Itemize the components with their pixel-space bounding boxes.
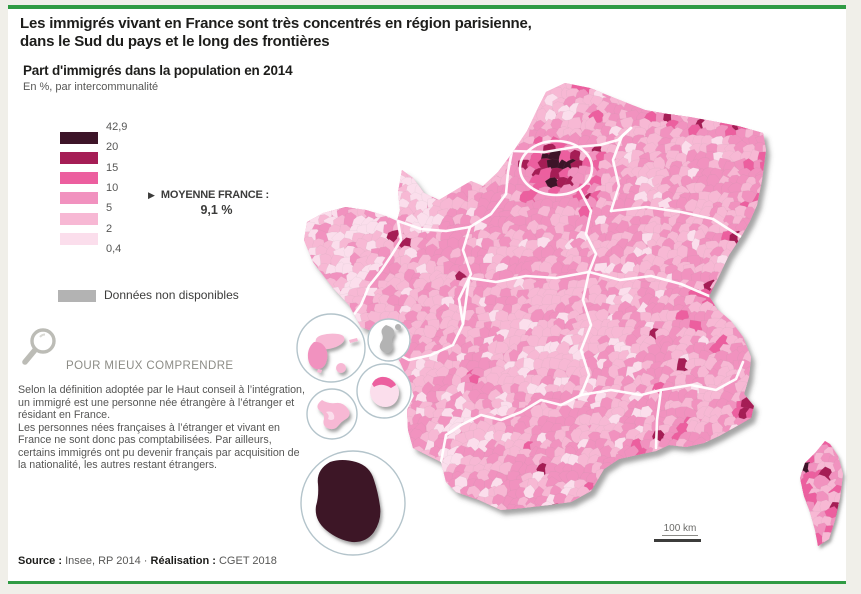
- magnifier-icon: [22, 328, 56, 365]
- legend: 42,9 20 15 10 5 2 0,4: [58, 121, 188, 261]
- legend-break-label: 0,4: [106, 242, 122, 255]
- legend-swatch: [60, 172, 98, 185]
- triangle-marker-icon: ▶: [148, 190, 155, 200]
- scale-bar-rule: [654, 539, 701, 542]
- source-label: Source :: [18, 555, 63, 567]
- legend-break-label: 20: [106, 141, 119, 154]
- legend-swatch: [60, 212, 98, 225]
- realisation-value: CGET 2018: [218, 555, 277, 567]
- source-separator: ·: [143, 555, 148, 567]
- realisation-label: Réalisation :: [150, 555, 216, 567]
- page-title-line2: dans le Sud du pays et le long des front…: [20, 33, 330, 51]
- explainer-paragraph-2: Les personnes nées françaises à l’étrang…: [18, 421, 300, 472]
- legend-break-label: 10: [106, 181, 119, 194]
- legend-break-label: 2: [106, 222, 113, 235]
- source-line: Source : Insee, RP 2014 · Réalisation : …: [18, 555, 277, 567]
- legend-swatch: [60, 131, 98, 144]
- average-value: 9,1 %: [200, 203, 233, 217]
- page-title: Les immigrés vivant en France sont très …: [20, 15, 660, 52]
- explainer-heading: POUR MIEUX COMPRENDRE: [66, 360, 234, 372]
- legend-break-label: 5: [106, 202, 113, 215]
- legend-break-label: 42,9: [106, 121, 128, 133]
- explainer-paragraph-1: Selon la définition adoptée par le Haut …: [18, 384, 305, 422]
- legend-swatch: [60, 233, 98, 245]
- legend-swatch: [60, 151, 98, 164]
- average-label: MOYENNE FRANCE :: [160, 189, 269, 201]
- explainer-body: Selon la définition adoptée par le Haut …: [18, 384, 308, 472]
- map-title: Part d'immigrés dans la population en 20…: [23, 63, 293, 78]
- no-data-label: Données non disponibles: [104, 288, 239, 302]
- no-data-swatch: [58, 290, 96, 302]
- average-callout: ▶ MOYENNE FRANCE : 9,1 %: [148, 189, 269, 217]
- source-value: Insee, RP 2014: [65, 555, 141, 567]
- top-accent-bar: [8, 5, 846, 9]
- map-subtitle: En %, par intercommunalité: [23, 81, 159, 93]
- legend-break-label: 15: [106, 161, 119, 174]
- scale-bar-label: 100 km: [661, 523, 699, 536]
- legend-swatch: [60, 192, 98, 205]
- bottom-accent-bar: [8, 581, 846, 584]
- page-title-line1: Les immigrés vivant en France sont très …: [20, 15, 532, 32]
- scale-bar: 100 km: [652, 518, 708, 542]
